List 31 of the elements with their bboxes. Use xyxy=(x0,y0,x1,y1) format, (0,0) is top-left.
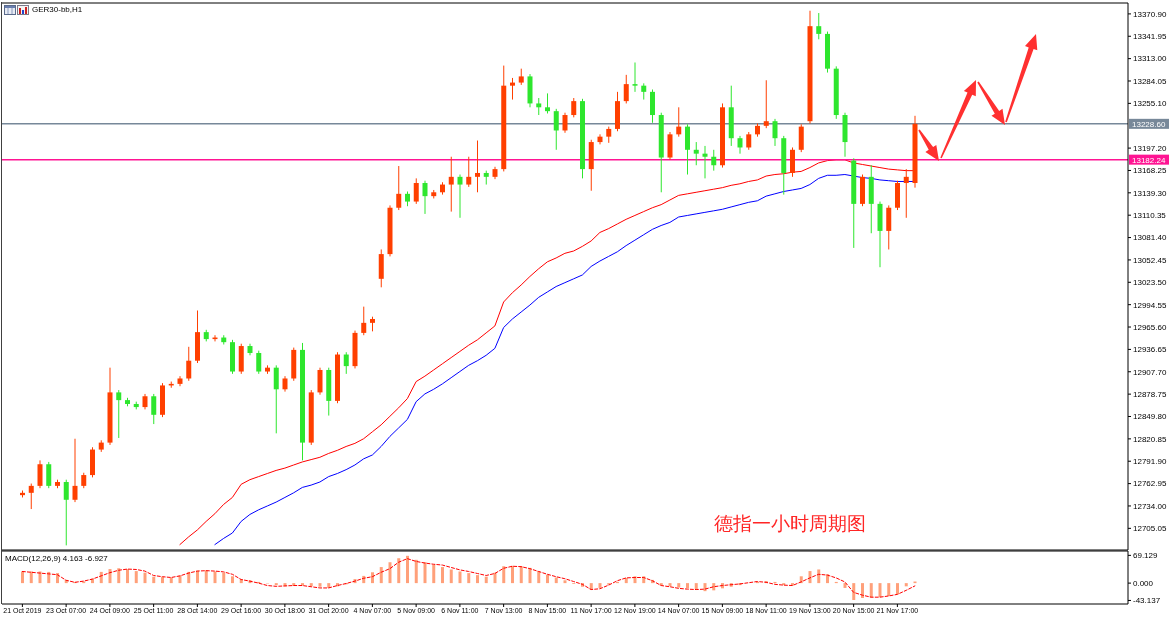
y-tick-label: 13081.40 xyxy=(1133,233,1167,243)
y-tick-label: 0.000 xyxy=(1133,578,1154,588)
y-tick-label: 12878.75 xyxy=(1133,389,1167,399)
y-tick-label: 12820.85 xyxy=(1133,434,1167,444)
y-tick-label: 13370.90 xyxy=(1133,9,1167,19)
y-tick-label: 12705.05 xyxy=(1133,524,1167,534)
y-tick-label: 12907.70 xyxy=(1133,367,1167,377)
y-tick-label: 69.129 xyxy=(1133,551,1159,561)
y-tick-label: 13255.10 xyxy=(1133,99,1167,109)
y-tick-label: 13197.20 xyxy=(1133,143,1167,153)
annotation: 德指一小时周期图 xyxy=(714,511,866,535)
chart-title: GER30-bb,H1 xyxy=(32,5,83,15)
y-tick-label: 13052.45 xyxy=(1133,255,1167,265)
y-tick-label: 12965.60 xyxy=(1133,322,1167,332)
y-tick-label: 13023.50 xyxy=(1133,278,1167,288)
y-tick-label: 13110.35 xyxy=(1133,211,1167,221)
chart-title: MACD(12,26,9) 4.163 -6.927 xyxy=(5,554,108,564)
y-tick-label: 12762.95 xyxy=(1133,479,1167,489)
y-tick-label: 12849.80 xyxy=(1133,412,1167,422)
ref-line-label: 13182.24 xyxy=(1132,155,1166,165)
y-tick-label: 13284.05 xyxy=(1133,76,1167,86)
y-tick-label: 12734.00 xyxy=(1133,501,1167,511)
y-tick-label: -43.137 xyxy=(1133,596,1161,606)
y-tick-label: 13168.25 xyxy=(1133,166,1167,176)
ref-line-label: 13228.60 xyxy=(1132,119,1166,129)
y-tick-label: 13341.95 xyxy=(1133,32,1167,42)
y-tick-label: 12936.65 xyxy=(1133,345,1167,355)
y-tick-label: 12791.90 xyxy=(1133,457,1167,467)
y-tick-label: 12994.55 xyxy=(1133,300,1167,310)
y-tick-label: 13139.30 xyxy=(1133,188,1167,198)
y-tick-label: 13313.00 xyxy=(1133,54,1167,64)
